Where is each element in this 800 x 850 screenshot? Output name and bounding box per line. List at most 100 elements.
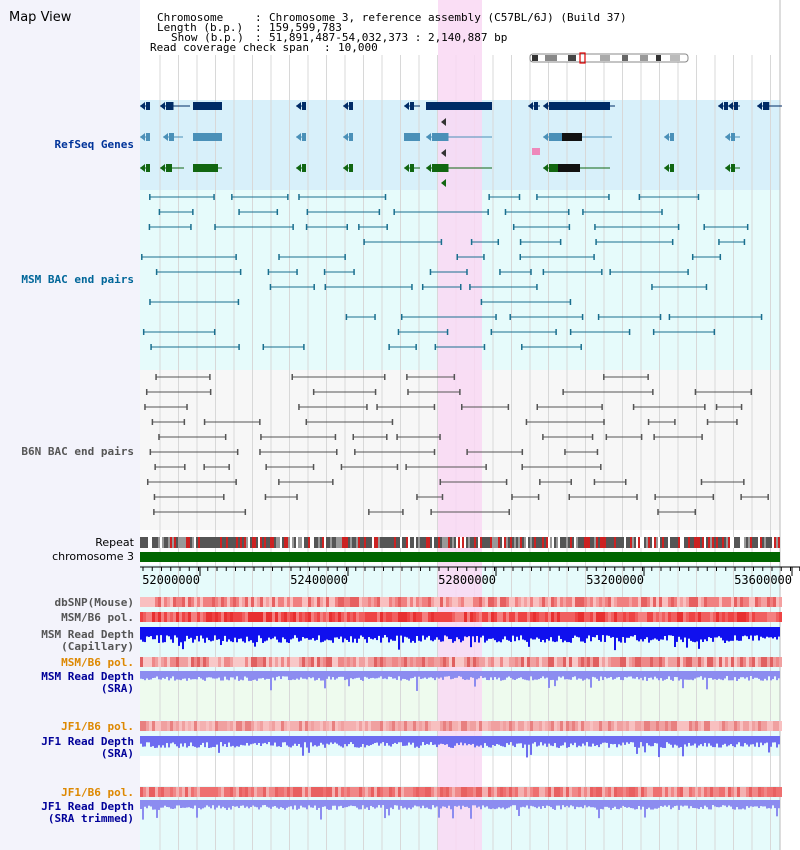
jf1-pol-heat-cell xyxy=(407,721,410,731)
msm-depth-capillary-label[interactable]: MSM Read Depth xyxy=(41,628,134,641)
msm-capillary-depth-bar xyxy=(602,627,604,636)
msm-capillary-depth-bar xyxy=(658,627,660,641)
jf1-sra-depth-bar xyxy=(512,736,514,746)
jf1-pol-heat-cell xyxy=(566,721,569,731)
msm-b6-pol-sra-label[interactable]: MSM/B6 pol. xyxy=(61,656,134,669)
msm-pol-heat-cell xyxy=(425,612,428,622)
msm-pol-heat-cell xyxy=(653,612,656,622)
msm-bac-track-label[interactable]: MSM BAC end pairs xyxy=(21,273,134,286)
jf1-pol-trim-heat-cell xyxy=(410,787,413,797)
msm-sra-depth-bar xyxy=(212,671,214,679)
repeat-element xyxy=(710,537,712,548)
msm-pol-sra-heat-cell xyxy=(758,657,761,667)
repeat-element xyxy=(436,537,438,548)
repeat-element xyxy=(478,537,480,548)
jf1-trim-depth-bar xyxy=(740,800,742,810)
jf1-pol-trim-heat-cell xyxy=(335,787,338,797)
jf1-sra-depth-bar xyxy=(758,736,760,748)
msm-capillary-depth-bar xyxy=(604,627,606,643)
msm-capillary-depth-bar xyxy=(524,627,526,641)
jf1-sra-depth-bar xyxy=(696,736,698,748)
dbsnp-track-label[interactable]: dbSNP(Mouse) xyxy=(54,596,134,609)
msm-capillary-depth-bar xyxy=(272,627,274,639)
msm-sra-depth-bar xyxy=(398,671,400,677)
repeat-element xyxy=(366,537,368,548)
jf1-trim-depth-bar xyxy=(524,800,526,808)
jf1-pol-heat-cell xyxy=(650,721,653,731)
jf1-pol-heat-cell xyxy=(536,721,539,731)
jf1-pol-trim-heat-cell xyxy=(152,787,155,797)
jf1-trim-depth-bar xyxy=(666,800,668,807)
msm-b6-pol-track-label[interactable]: MSM/B6 pol. xyxy=(61,611,134,624)
jf1-pol-trim-heat-cell xyxy=(227,787,230,797)
repeat-element xyxy=(426,537,428,548)
msm-pol-heat-cell xyxy=(404,612,407,622)
msm-pol-sra-heat-cell xyxy=(572,657,575,667)
repeat-element xyxy=(668,537,670,548)
repeat-element xyxy=(304,537,306,548)
msm-pol-heat-cell xyxy=(668,612,671,622)
msm-sra-depth-bar xyxy=(500,671,502,681)
jf1-trim-depth-bar xyxy=(374,800,376,809)
jf1-trim-depth-bar xyxy=(616,800,618,810)
jf1-sra-depth-bar xyxy=(626,736,628,743)
msm-sra-depth-bar xyxy=(652,671,654,680)
jf1-trim-depth-bar xyxy=(710,800,712,810)
jf1-b6-pol-label[interactable]: JF1/B6 pol. xyxy=(61,720,134,733)
msm-pol-heat-cell xyxy=(638,612,641,622)
refseq-track-label[interactable]: RefSeq Genes xyxy=(54,138,134,151)
msm-pol-sra-heat-cell xyxy=(557,657,560,667)
jf1-sra-depth-bar xyxy=(628,736,630,744)
dbsnp-heat-cell xyxy=(653,597,656,607)
msm-pol-sra-heat-cell xyxy=(248,657,251,667)
jf1-pol-heat-cell xyxy=(257,721,260,731)
jf1-pol-trim-heat-cell xyxy=(140,787,143,797)
repeat-element xyxy=(314,537,316,548)
jf1-trim-depth-bar xyxy=(506,800,508,809)
repeat-element xyxy=(686,537,688,548)
jf1-pol-heat-cell xyxy=(440,721,443,731)
jf1-pol-trim-heat-cell xyxy=(557,787,560,797)
jf1-trim-depth-bar xyxy=(456,800,458,807)
repeat-element xyxy=(688,537,690,548)
jf1-sra-depth-bar xyxy=(592,736,594,744)
msm-pol-sra-heat-cell xyxy=(722,657,725,667)
repeat-element xyxy=(198,537,200,548)
jf1-pol-heat-cell xyxy=(410,721,413,731)
axis-tick-label: 52400000 xyxy=(290,573,348,587)
msm-depth-sra-label[interactable]: MSM Read Depth xyxy=(41,670,134,683)
jf1-pol-heat-cell xyxy=(542,721,545,731)
msm-pol-heat-cell xyxy=(665,612,668,622)
jf1-sra-depth-bar xyxy=(564,736,566,743)
msm-sra-depth-bar xyxy=(438,671,440,679)
msm-pol-sra-heat-cell xyxy=(581,657,584,667)
jf1-trim-depth-bar xyxy=(154,800,156,810)
jf1-pol-trim-heat-cell xyxy=(764,787,767,797)
msm-sra-depth-bar xyxy=(498,671,500,678)
jf1-trim-depth-bar xyxy=(318,800,320,808)
gene-arrow xyxy=(664,133,669,141)
jf1-sra-depth-bar xyxy=(568,736,570,748)
msm-pol-sra-heat-cell xyxy=(644,657,647,667)
repeat-element xyxy=(262,537,264,548)
jf1-pol-heat-cell xyxy=(746,721,749,731)
repeat-element xyxy=(664,537,666,548)
jf1-trim-depth-bar xyxy=(338,800,340,807)
jf1-pol-heat-cell xyxy=(467,721,470,731)
jf1-pol-trim-heat-cell xyxy=(248,787,251,797)
dbsnp-heat-cell xyxy=(536,597,539,607)
msm-sra-depth-bar xyxy=(324,671,326,689)
jf1-pol-trim-heat-cell xyxy=(215,787,218,797)
jf1-depth-trimmed-label[interactable]: JF1 Read Depth xyxy=(41,800,134,813)
jf1-b6-pol-trimmed-label[interactable]: JF1/B6 pol. xyxy=(61,786,134,799)
msm-sra-depth-bar xyxy=(244,671,246,677)
jf1-pol-heat-cell xyxy=(401,721,404,731)
jf1-depth-sra-label[interactable]: JF1 Read Depth xyxy=(41,735,134,748)
jf1-trim-depth-bar xyxy=(734,800,736,810)
repeat-element xyxy=(682,537,684,548)
b6n-bac-track-label[interactable]: B6N BAC end pairs xyxy=(21,445,134,458)
repeat-element xyxy=(310,537,312,548)
msm-capillary-depth-bar xyxy=(236,627,238,643)
jf1-pol-heat-cell xyxy=(212,721,215,731)
